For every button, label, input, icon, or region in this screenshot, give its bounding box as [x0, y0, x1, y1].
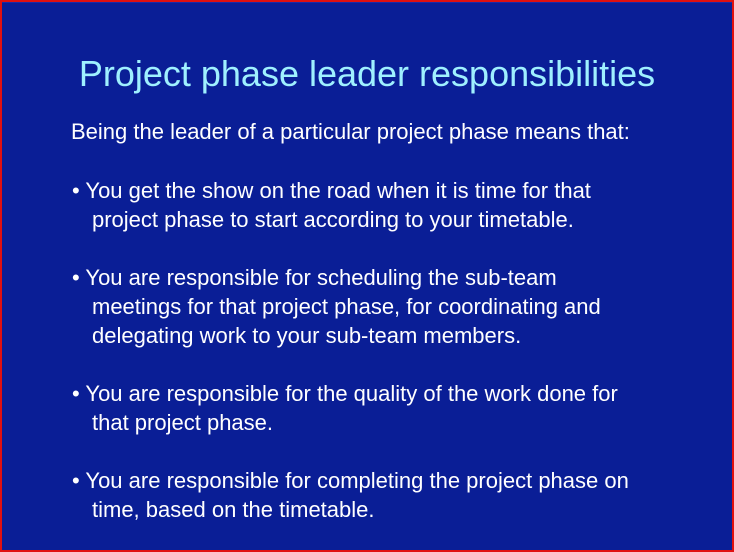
- intro-text: Being the leader of a particular project…: [71, 119, 630, 144]
- bullet-line: time, based on the timetable.: [92, 497, 375, 522]
- bullet-line: • You get the show on the road when it i…: [72, 178, 591, 203]
- bullet-line: • You are responsible for scheduling the…: [72, 265, 557, 290]
- bullet-line: that project phase.: [92, 410, 274, 435]
- bullet-line: • You are responsible for the quality of…: [72, 381, 618, 406]
- bullet-line: • You are responsible for completing the…: [72, 468, 629, 493]
- bullet-line: meetings for that project phase, for coo…: [92, 294, 601, 319]
- bullet-item: • You are responsible for the quality of…: [72, 379, 712, 437]
- bullet-line: delegating work to your sub-team members…: [92, 323, 522, 348]
- bullet-line: project phase to start according to your…: [92, 207, 574, 232]
- bullet-item: • You are responsible for scheduling the…: [72, 263, 712, 350]
- bullet-item: • You get the show on the road when it i…: [72, 176, 712, 234]
- slide-title: Project phase leader responsibilities: [78, 53, 656, 94]
- bullet-item: • You are responsible for completing the…: [72, 466, 712, 524]
